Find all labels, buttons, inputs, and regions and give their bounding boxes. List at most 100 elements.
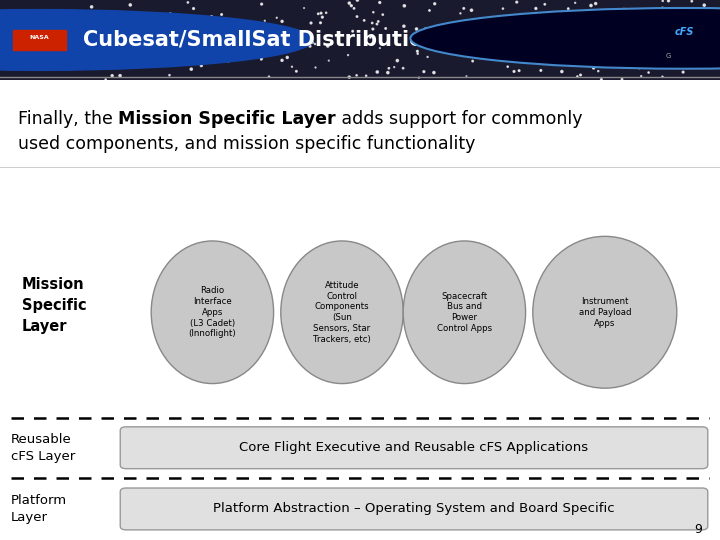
- Point: [507, 38, 518, 46]
- Point: [655, 15, 667, 24]
- Point: [458, 4, 469, 13]
- Point: [81, 15, 93, 24]
- Point: [498, 4, 509, 13]
- Point: [562, 4, 574, 13]
- Point: [182, 0, 194, 6]
- Point: [195, 32, 207, 41]
- Point: [667, 11, 679, 19]
- Text: Mission Specific Layer: Mission Specific Layer: [118, 110, 336, 128]
- Point: [567, 52, 579, 61]
- Point: [259, 16, 271, 25]
- Point: [227, 37, 238, 45]
- Point: [86, 3, 97, 11]
- Point: [167, 52, 179, 60]
- Point: [347, 27, 359, 36]
- Point: [102, 37, 114, 46]
- Point: [657, 53, 669, 62]
- Text: used components, and mission specific functionality: used components, and mission specific fu…: [18, 135, 475, 153]
- Point: [368, 8, 379, 17]
- Point: [185, 37, 197, 45]
- Point: [428, 68, 440, 77]
- Point: [125, 1, 136, 9]
- Point: [122, 28, 134, 37]
- Point: [536, 10, 548, 18]
- Text: NASA: NASA: [30, 35, 50, 40]
- FancyArrow shape: [13, 30, 66, 50]
- Point: [210, 25, 222, 34]
- Point: [206, 12, 217, 21]
- Point: [399, 2, 410, 10]
- Point: [305, 42, 316, 51]
- Point: [264, 72, 275, 81]
- Point: [121, 32, 132, 40]
- Point: [392, 56, 403, 65]
- Point: [87, 63, 99, 71]
- Point: [309, 39, 320, 48]
- Point: [709, 11, 720, 19]
- Point: [126, 19, 138, 28]
- Point: [96, 32, 107, 41]
- Point: [359, 16, 370, 25]
- Point: [342, 51, 354, 59]
- Point: [174, 58, 185, 67]
- FancyBboxPatch shape: [120, 488, 708, 530]
- Point: [382, 68, 394, 77]
- Text: Spacecraft
Bus and
Power
Control Apps: Spacecraft Bus and Power Control Apps: [437, 292, 492, 333]
- Point: [624, 60, 635, 69]
- Point: [585, 1, 597, 10]
- Point: [412, 49, 423, 58]
- Point: [109, 9, 120, 17]
- Point: [279, 35, 291, 43]
- Point: [361, 71, 372, 80]
- Point: [677, 57, 688, 65]
- Point: [508, 67, 520, 76]
- Point: [550, 39, 562, 48]
- Point: [530, 4, 541, 13]
- Point: [686, 0, 698, 5]
- Point: [511, 0, 523, 6]
- Point: [576, 14, 588, 22]
- Point: [312, 10, 324, 18]
- Point: [607, 17, 618, 25]
- Point: [657, 4, 668, 12]
- Point: [657, 72, 668, 81]
- Point: [657, 0, 668, 5]
- Point: [692, 5, 703, 14]
- Point: [636, 72, 647, 80]
- Point: [254, 50, 266, 59]
- Point: [315, 18, 326, 27]
- Point: [461, 72, 472, 80]
- Point: [482, 31, 494, 40]
- Point: [542, 44, 554, 53]
- Point: [157, 39, 168, 48]
- Point: [298, 4, 310, 12]
- Point: [429, 0, 441, 8]
- Point: [253, 44, 264, 52]
- Point: [366, 19, 378, 28]
- Point: [461, 51, 472, 59]
- Point: [412, 47, 423, 56]
- Point: [680, 50, 691, 58]
- Point: [551, 43, 562, 52]
- Point: [100, 75, 112, 84]
- Point: [522, 49, 534, 57]
- Point: [320, 9, 332, 17]
- Point: [413, 73, 425, 82]
- Point: [498, 35, 510, 44]
- Point: [413, 28, 424, 36]
- Point: [410, 25, 422, 33]
- Point: [343, 73, 355, 82]
- Point: [322, 42, 333, 50]
- Point: [165, 9, 176, 18]
- Text: Cubesat/SmallSat Distribution (3): Cubesat/SmallSat Distribution (3): [83, 30, 479, 50]
- Point: [95, 16, 107, 25]
- Point: [498, 15, 510, 23]
- Point: [148, 36, 160, 44]
- Point: [678, 68, 689, 77]
- Point: [467, 57, 478, 65]
- Text: G: G: [665, 53, 671, 59]
- Point: [251, 23, 262, 32]
- Point: [116, 9, 127, 17]
- Point: [85, 10, 96, 18]
- Point: [166, 17, 177, 25]
